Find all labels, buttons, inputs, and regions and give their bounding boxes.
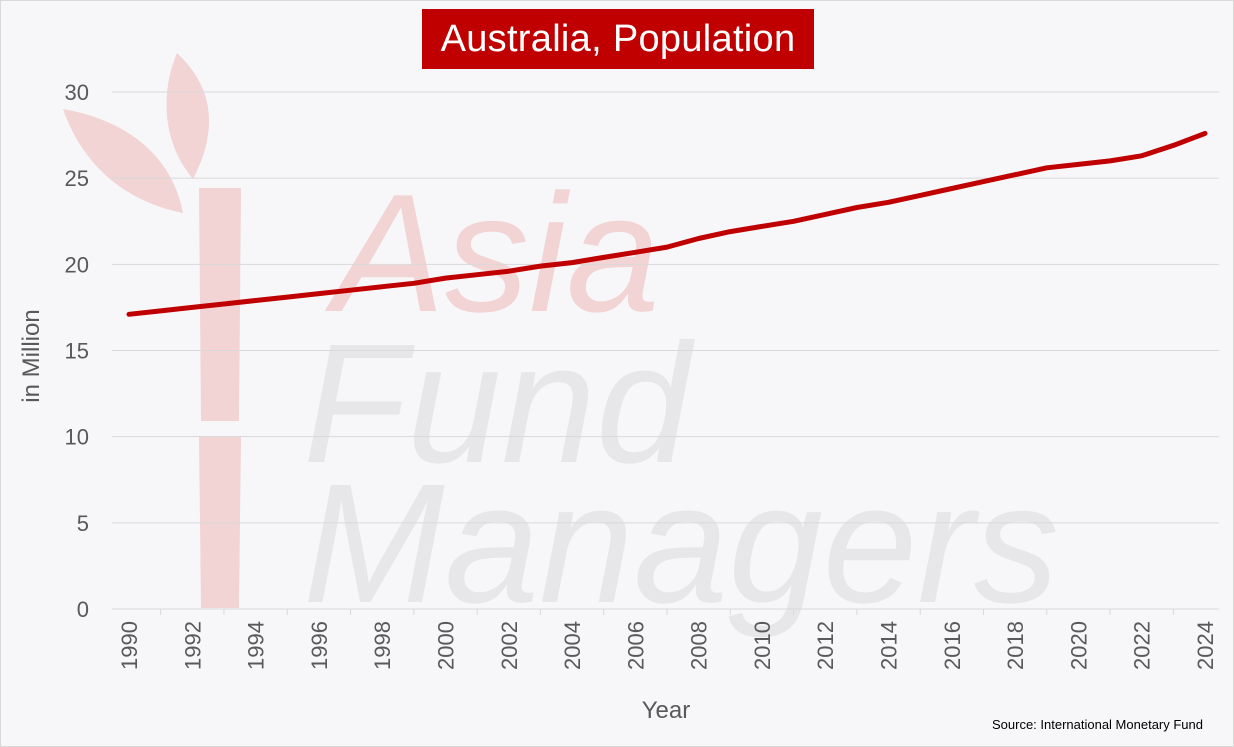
x-tick-label: 2014 bbox=[877, 621, 902, 670]
y-tick-label: 15 bbox=[65, 339, 89, 364]
y-tick-label: 20 bbox=[65, 252, 89, 277]
x-tick-label: 2000 bbox=[433, 621, 458, 670]
x-tick-label: 1996 bbox=[307, 621, 332, 670]
x-tick-label: 2018 bbox=[1003, 621, 1028, 670]
population-series-line bbox=[126, 130, 1208, 317]
chart-title: Australia, Population bbox=[422, 9, 814, 69]
x-tick-label: 2006 bbox=[623, 621, 648, 670]
source-note: Source: International Monetary Fund bbox=[991, 717, 1203, 732]
watermark-fund: Fund bbox=[303, 309, 691, 499]
y-tick-label: 10 bbox=[65, 425, 89, 450]
x-axis-label: Year bbox=[641, 697, 691, 724]
y-tick-label: 5 bbox=[77, 511, 89, 536]
x-tick-label: 2008 bbox=[687, 621, 712, 670]
x-tick-label: 2010 bbox=[750, 621, 775, 670]
x-tick-label: 1990 bbox=[117, 621, 142, 670]
x-tick-label: 2002 bbox=[497, 621, 522, 670]
x-tick-label: 2004 bbox=[560, 621, 585, 670]
x-tick-label: 1994 bbox=[244, 621, 269, 670]
y-tick-label: 30 bbox=[65, 80, 89, 105]
x-tick-label: 2016 bbox=[940, 621, 965, 670]
watermark-managers: Managers bbox=[303, 449, 1059, 639]
x-tick-label: 1992 bbox=[180, 621, 205, 670]
x-tick-label: 2022 bbox=[1130, 621, 1155, 670]
watermark-asia: Asia bbox=[333, 159, 660, 347]
y-tick-label: 25 bbox=[65, 166, 89, 191]
y-tick-label: 0 bbox=[77, 597, 89, 622]
x-tick-label: 1998 bbox=[370, 621, 395, 670]
x-tick-label: 2024 bbox=[1193, 621, 1218, 670]
x-tick-label: 2012 bbox=[813, 621, 838, 670]
y-axis-label: in Million bbox=[18, 309, 45, 403]
x-tick-label: 2020 bbox=[1066, 621, 1091, 670]
